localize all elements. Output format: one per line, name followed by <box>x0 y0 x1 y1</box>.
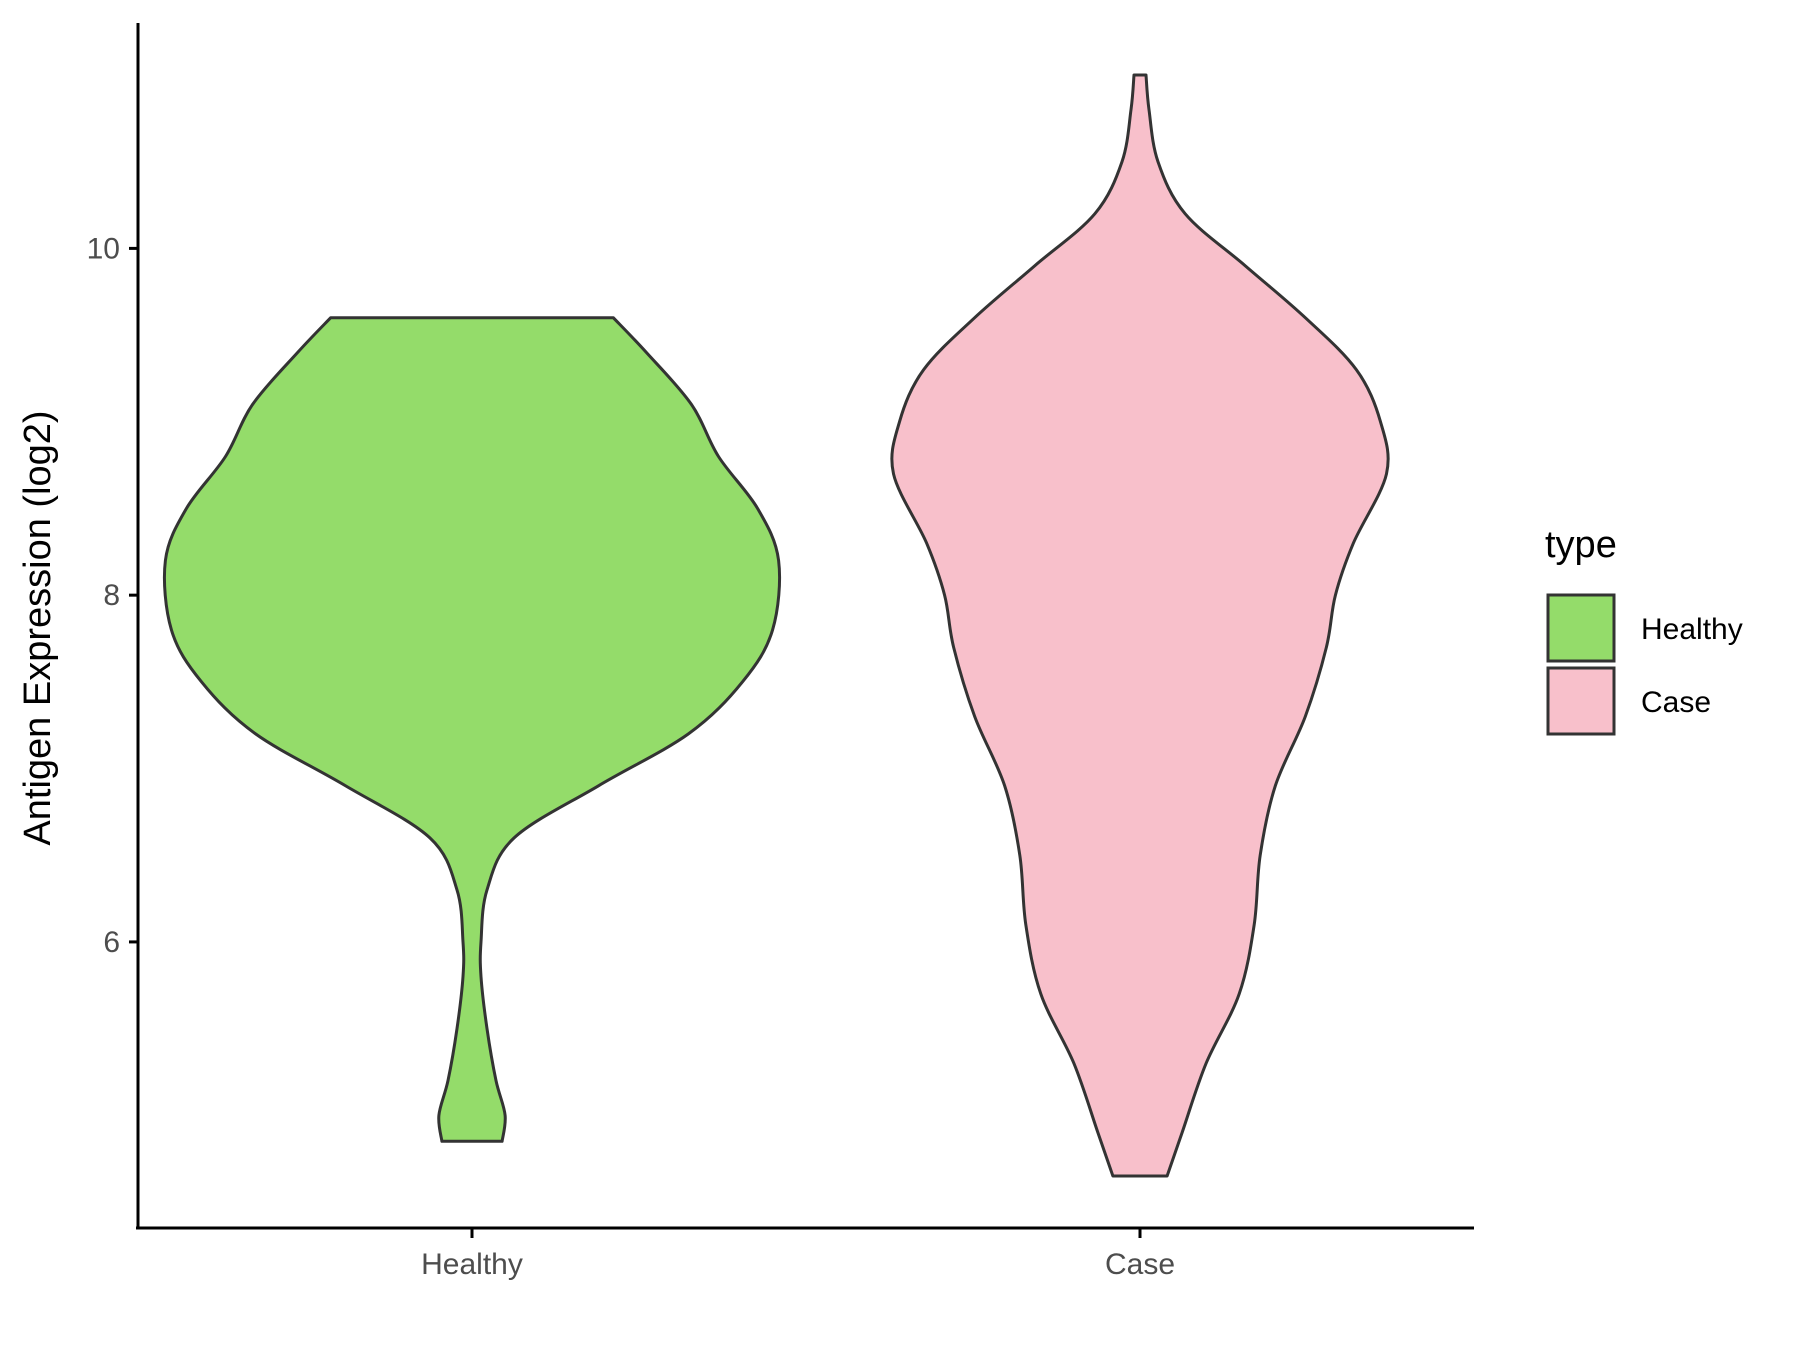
y-ticks: 6 8 10 <box>87 232 138 959</box>
legend-title: type <box>1545 524 1617 566</box>
legend: type Healthy Case <box>1545 524 1743 736</box>
legend-label-healthy: Healthy <box>1641 613 1743 646</box>
legend-swatch-case <box>1546 666 1616 736</box>
y-tick-label: 8 <box>103 579 120 612</box>
y-axis-title: Antigen Expression (log2) <box>17 410 59 845</box>
y-tick-label: 10 <box>87 232 120 265</box>
legend-swatch-healthy <box>1546 593 1616 663</box>
x-tick-label: Healthy <box>421 1248 523 1281</box>
violin-case <box>890 73 1390 1178</box>
violins-layer <box>162 73 1390 1178</box>
y-tick-label: 6 <box>103 926 120 959</box>
x-tick-label: Case <box>1105 1248 1175 1281</box>
x-ticks: Healthy Case <box>421 1228 1175 1281</box>
legend-items: Healthy Case <box>1546 593 1743 736</box>
legend-label-case: Case <box>1641 686 1711 719</box>
violin-healthy <box>162 316 782 1143</box>
